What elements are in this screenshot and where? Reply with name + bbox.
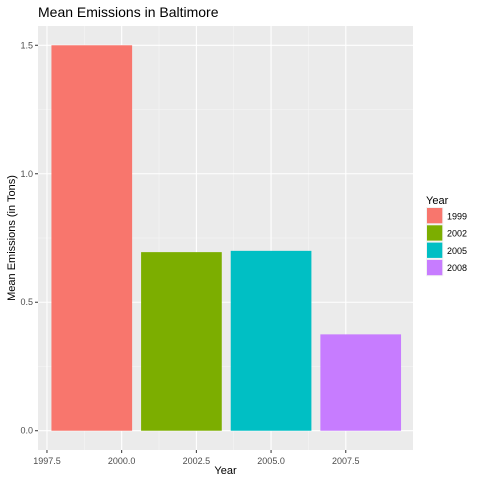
y-tick-label: 0.5 — [20, 297, 33, 307]
legend-label: 2008 — [447, 263, 467, 273]
x-tick-label: 2000.0 — [108, 456, 136, 466]
legend-swatch — [427, 208, 443, 224]
legend: Year 1999 2002 2005 2008 — [426, 195, 467, 277]
bar-2005 — [230, 250, 312, 431]
legend-title: Year — [426, 195, 449, 207]
x-tick-label: 2005.0 — [257, 456, 285, 466]
x-tick-label: 1997.5 — [33, 456, 61, 466]
x-tick-label: 2002.5 — [183, 456, 211, 466]
legend-label: 1999 — [447, 211, 467, 221]
legend-swatch — [427, 259, 443, 276]
legend-label: 2002 — [447, 229, 467, 239]
bars — [51, 45, 402, 431]
y-tick-label: 0.0 — [20, 426, 33, 436]
y-axis: 0.0 0.5 1.0 1.5 — [20, 40, 38, 436]
legend-label: 2005 — [447, 246, 467, 256]
x-tick-label: 2007.5 — [332, 456, 360, 466]
bar-2002 — [141, 252, 222, 431]
chart-title: Mean Emissions in Baltimore — [38, 4, 219, 20]
bar-2008 — [320, 334, 402, 431]
x-axis: 1997.5 2000.0 2002.5 2005.0 2007.5 — [33, 450, 360, 466]
y-tick-label: 1.0 — [20, 169, 33, 179]
y-axis-title: Mean Emissions (in Tons) — [6, 175, 18, 301]
y-tick-label: 1.5 — [20, 40, 33, 50]
legend-swatch — [427, 225, 443, 241]
bar-1999 — [51, 45, 133, 431]
legend-swatch — [427, 242, 443, 258]
x-axis-title: Year — [214, 465, 237, 477]
